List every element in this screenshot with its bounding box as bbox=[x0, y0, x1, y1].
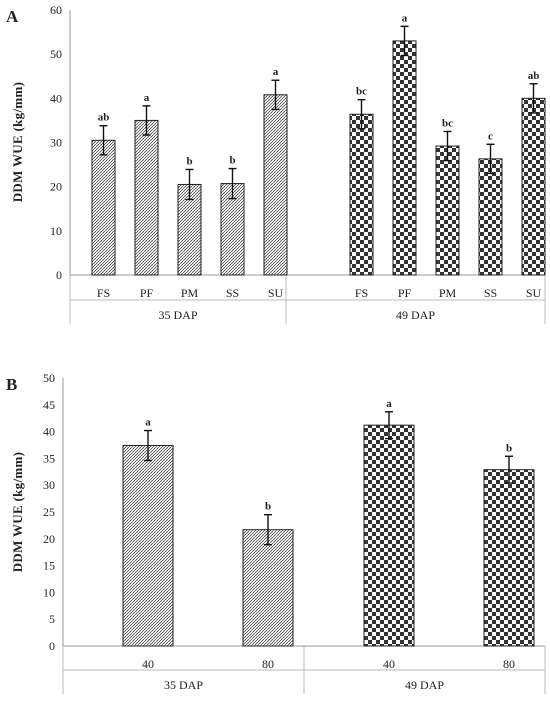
panel-a-ytick: 50 bbox=[50, 47, 62, 61]
panel-b-ytick: 5 bbox=[49, 612, 55, 626]
panel-letter-b: B bbox=[6, 375, 17, 394]
panel-a-significance-letter: a bbox=[144, 92, 150, 104]
panel-a-bar bbox=[263, 94, 288, 276]
panel-b-ytick: 20 bbox=[43, 532, 55, 546]
panel-b-ylabel: DDM WUE (kg/mm) bbox=[10, 452, 25, 573]
panel-b-bar bbox=[483, 469, 535, 647]
panel-a-bar bbox=[435, 145, 460, 276]
panel-a-ytick: 10 bbox=[50, 224, 62, 238]
panel-a-category-label: FS bbox=[355, 286, 368, 300]
panel-b-bar bbox=[242, 529, 294, 647]
panel-b-ytick: 30 bbox=[43, 478, 55, 492]
panel-b-ytick: 0 bbox=[49, 639, 55, 653]
panel-a-group-label: 35 DAP bbox=[158, 308, 197, 322]
panel-a-significance-letter: a bbox=[402, 12, 408, 24]
panel-a-significance-letter: bc bbox=[356, 86, 367, 98]
panel-a-bar bbox=[478, 158, 503, 276]
panel-a-significance-letter: c bbox=[488, 130, 493, 142]
panel-b-ytick: 50 bbox=[43, 371, 55, 385]
panel-a-bar bbox=[392, 40, 417, 276]
panel-a-category-label: PF bbox=[398, 286, 412, 300]
panel-b-significance-letter: a bbox=[386, 398, 392, 410]
panel-a-ytick: 20 bbox=[50, 180, 62, 194]
panel-a-significance-letter: a bbox=[273, 66, 279, 78]
panel-b-significance-letter: b bbox=[265, 501, 271, 513]
panel-a-significance-letter: b bbox=[229, 155, 235, 167]
panel-b-group-label: 49 DAP bbox=[405, 678, 444, 692]
panel-a-ytick: 0 bbox=[56, 268, 62, 282]
panel-b-category-label: 40 bbox=[383, 657, 395, 671]
panel-b-ytick: 40 bbox=[43, 425, 55, 439]
panel-a-significance-letter: b bbox=[186, 155, 192, 167]
panel-a-bar bbox=[349, 113, 374, 276]
panel-a-category-label: SS bbox=[484, 286, 497, 300]
panel-b-group-label: 35 DAP bbox=[164, 678, 203, 692]
panel-b-category-label: 40 bbox=[142, 657, 154, 671]
panel-a-ytick: 40 bbox=[50, 91, 62, 105]
panel-a-category-label: SU bbox=[526, 286, 542, 300]
panel-letter-a: A bbox=[6, 7, 19, 26]
panel-a-bar bbox=[521, 97, 546, 276]
panel-b-ytick: 25 bbox=[43, 505, 55, 519]
panel-a-category-label: PF bbox=[140, 286, 154, 300]
panel-b-ytick: 15 bbox=[43, 559, 55, 573]
panel-a: A DDM WUE (kg/mm) 0102030405060abFSaPFbP… bbox=[6, 3, 546, 324]
panel-a-significance-letter: ab bbox=[98, 112, 110, 124]
panel-b-ytick: 10 bbox=[43, 585, 55, 599]
panel-a-significance-letter: ab bbox=[528, 70, 540, 82]
panel-a-bar bbox=[134, 119, 159, 276]
panel-a-ytick: 30 bbox=[50, 136, 62, 150]
panel-a-category-label: PM bbox=[439, 286, 457, 300]
panel-a-category-label: FS bbox=[97, 286, 110, 300]
panel-b-category-label: 80 bbox=[503, 657, 515, 671]
panel-b: B DDM WUE (kg/mm) 0 5 10 15 20 25 30 35 40 45 50 a 4… bbox=[6, 371, 546, 694]
panel-a-category-label: SS bbox=[226, 286, 239, 300]
panel-b-significance-letter: b bbox=[506, 442, 512, 454]
panel-b-bar bbox=[122, 445, 174, 647]
panel-a-category-label: SU bbox=[268, 286, 284, 300]
panel-a-group-label: 49 DAP bbox=[396, 308, 435, 322]
panel-b-ytick: 35 bbox=[43, 451, 55, 465]
panel-b-significance-letter: a bbox=[145, 417, 151, 429]
panel-a-bar bbox=[91, 139, 116, 276]
panel-a-ytick: 60 bbox=[50, 3, 62, 17]
panel-a-category-label: PM bbox=[181, 286, 199, 300]
panel-b-category-label: 80 bbox=[262, 657, 274, 671]
panel-a-significance-letter: bc bbox=[442, 117, 453, 129]
panel-b-bar bbox=[363, 424, 415, 647]
panel-a-ylabel: DDM WUE (kg/mm) bbox=[10, 82, 25, 203]
panel-b-ytick: 45 bbox=[43, 398, 55, 412]
